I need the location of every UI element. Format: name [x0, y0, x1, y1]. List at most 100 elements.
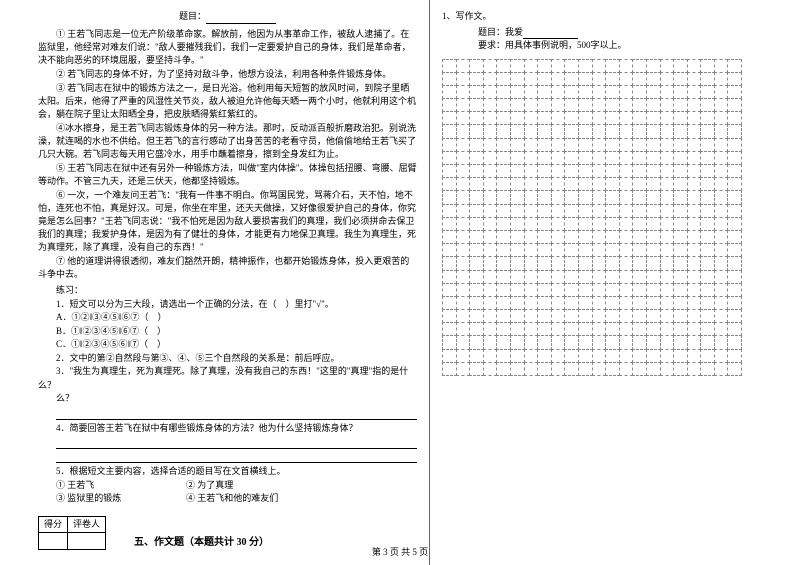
- grid-cell: [619, 335, 634, 349]
- grid-cell: [537, 362, 552, 376]
- grid-cell: [510, 362, 525, 376]
- grid-cell: [578, 322, 593, 336]
- grid-cell: [727, 177, 742, 191]
- grid-cell: [469, 98, 484, 112]
- grid-cell: [496, 349, 511, 363]
- grid-cell: [714, 190, 729, 204]
- grid-cell: [578, 283, 593, 297]
- grid-cell: [524, 124, 539, 138]
- grid-cell: [578, 164, 593, 178]
- grid-cell: [646, 256, 661, 270]
- grid-cell: [687, 217, 702, 231]
- grid-cell: [687, 230, 702, 244]
- grid-cell: [564, 151, 579, 165]
- grid-cell: [687, 296, 702, 310]
- grid-cell: [510, 177, 525, 191]
- grid-cell: [551, 243, 566, 257]
- grid-cell: [605, 335, 620, 349]
- practice-label: 练习：: [38, 284, 417, 298]
- grid-cell: [496, 309, 511, 323]
- grid-cell: [510, 309, 525, 323]
- grid-cell: [592, 362, 607, 376]
- grid-cell: [483, 309, 498, 323]
- grid-cell: [727, 190, 742, 204]
- grid-cell: [496, 217, 511, 231]
- grid-row: [442, 309, 780, 322]
- grid-cell: [578, 230, 593, 244]
- grid-cell: [564, 322, 579, 336]
- grid-cell: [483, 204, 498, 218]
- grid-cell: [632, 177, 647, 191]
- grid-cell: [619, 230, 634, 244]
- q5-stem: 5．根据短文主要内容，选择合适的题目写在文首横线上。: [38, 465, 417, 479]
- grid-cell: [660, 349, 675, 363]
- grid-cell: [510, 190, 525, 204]
- grid-cell: [551, 151, 566, 165]
- left-column: 题目： ① 王若飞同志是一位无产阶级革命家。解放前，他因为从事革命工作，被敌人逮…: [0, 0, 430, 565]
- grid-cell: [442, 111, 457, 125]
- grid-row: [442, 177, 780, 190]
- grid-cell: [700, 98, 715, 112]
- grid-cell: [551, 124, 566, 138]
- grid-cell: [469, 349, 484, 363]
- grid-cell: [700, 164, 715, 178]
- grid-cell: [646, 349, 661, 363]
- grid-cell: [605, 243, 620, 257]
- grid-cell: [687, 322, 702, 336]
- grid-cell: [673, 243, 688, 257]
- grid-cell: [537, 204, 552, 218]
- grid-cell: [673, 59, 688, 73]
- grid-cell: [442, 204, 457, 218]
- grid-cell: [727, 59, 742, 73]
- score-head-b: 评卷人: [68, 516, 106, 533]
- grid-cell: [592, 190, 607, 204]
- grid-cell: [496, 322, 511, 336]
- grid-cell: [496, 362, 511, 376]
- grid-cell: [592, 283, 607, 297]
- grid-cell: [510, 270, 525, 284]
- grid-cell: [510, 217, 525, 231]
- grid-cell: [646, 217, 661, 231]
- grid-cell: [592, 151, 607, 165]
- grid-cell: [714, 98, 729, 112]
- grid-cell: [456, 296, 471, 310]
- grid-cell: [510, 204, 525, 218]
- grid-cell: [646, 85, 661, 99]
- grid-cell: [551, 335, 566, 349]
- grid-cell: [442, 335, 457, 349]
- grid-cell: [456, 138, 471, 152]
- grid-cell: [551, 362, 566, 376]
- grid-cell: [469, 72, 484, 86]
- grid-cell: [592, 98, 607, 112]
- grid-cell: [564, 349, 579, 363]
- grid-cell: [456, 243, 471, 257]
- grid-cell: [442, 164, 457, 178]
- grid-cell: [564, 190, 579, 204]
- grid-cell: [564, 164, 579, 178]
- grid-cell: [456, 309, 471, 323]
- grid-row: [442, 85, 780, 98]
- grid-cell: [660, 124, 675, 138]
- grid-cell: [673, 72, 688, 86]
- grid-cell: [469, 204, 484, 218]
- grid-cell: [632, 335, 647, 349]
- grid-cell: [592, 335, 607, 349]
- grid-cell: [714, 335, 729, 349]
- grid-cell: [660, 151, 675, 165]
- grid-cell: [483, 335, 498, 349]
- grid-cell: [592, 72, 607, 86]
- grid-cell: [592, 59, 607, 73]
- grid-cell: [524, 177, 539, 191]
- grid-cell: [442, 72, 457, 86]
- grid-cell: [605, 98, 620, 112]
- grid-row: [442, 296, 780, 309]
- grid-cell: [551, 72, 566, 86]
- q3-blank: [56, 408, 417, 420]
- grid-cell: [660, 243, 675, 257]
- grid-row: [442, 164, 780, 177]
- essay-title-label: 题目：我爱: [478, 27, 523, 37]
- grid-cell: [551, 59, 566, 73]
- grid-cell: [469, 59, 484, 73]
- grid-cell: [700, 59, 715, 73]
- grid-cell: [605, 164, 620, 178]
